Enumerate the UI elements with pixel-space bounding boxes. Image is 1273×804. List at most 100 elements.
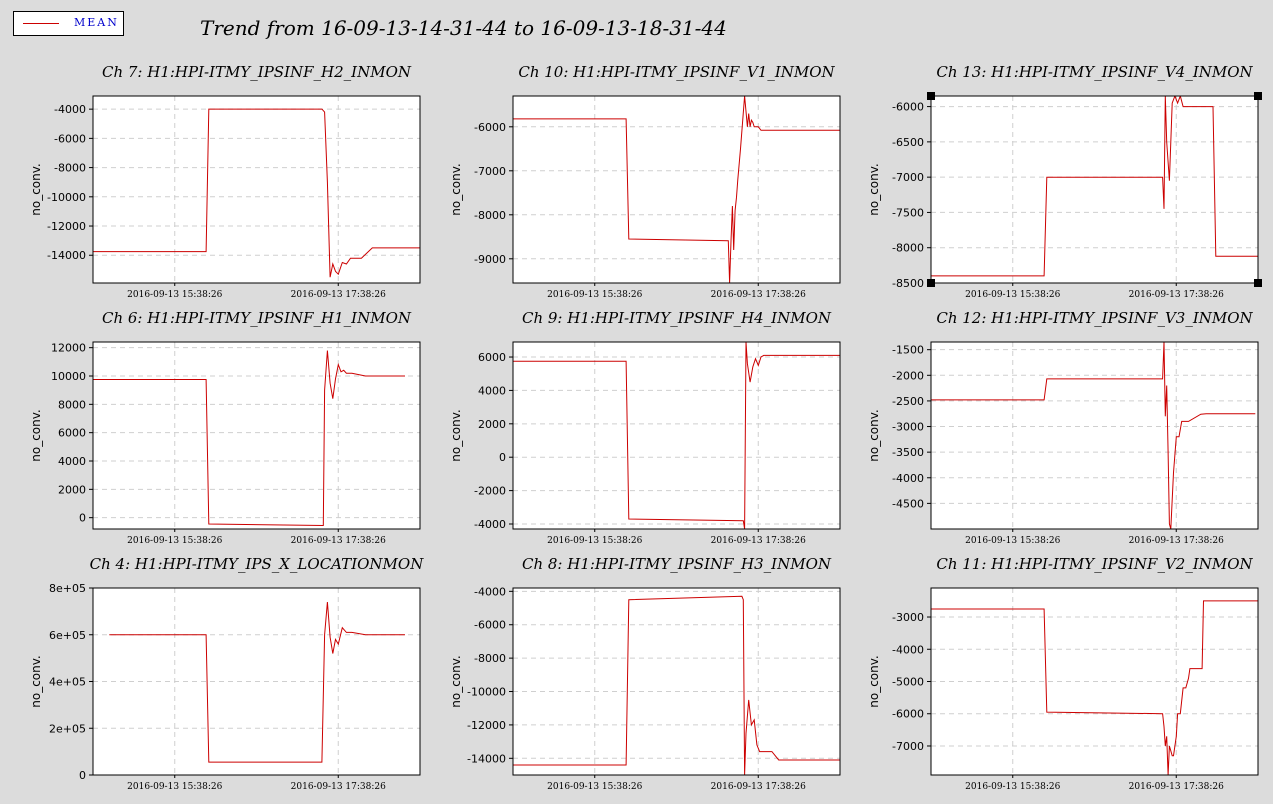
- series-line-mean: [931, 342, 1256, 529]
- y-tick-label: -8500: [892, 277, 924, 290]
- y-tick-label: -3000: [892, 611, 924, 624]
- series-line-mean: [513, 595, 840, 775]
- y-tick-label: -7000: [892, 740, 924, 753]
- y-tick-label: -1500: [892, 344, 924, 357]
- y-tick-label: 0: [79, 512, 86, 525]
- plot-area: [931, 342, 1258, 529]
- y-tick-label: -6500: [892, 136, 924, 149]
- y-axis-label: no_conv.: [867, 163, 881, 215]
- y-tick-label: -6000: [54, 132, 86, 145]
- y-tick-label: -8000: [474, 209, 506, 222]
- x-tick-label: 2016-09-13 15:38:26: [965, 536, 1060, 546]
- chart-panel-4: 12000 10000 8000 6000 4000 2000 0 2016-09-13 15…: [29, 309, 421, 546]
- y-tick-label: -14000: [467, 752, 506, 765]
- y-tick-label: 0: [499, 451, 506, 464]
- y-tick-label: -4000: [54, 103, 86, 116]
- x-tick-label: 2016-09-13 17:38:26: [291, 290, 386, 300]
- selection-handle[interactable]: [927, 92, 935, 100]
- y-tick-label: -4000: [474, 585, 506, 598]
- x-tick-label: 2016-09-13 15:38:26: [547, 782, 642, 792]
- y-tick-label: -8000: [474, 652, 506, 665]
- chart-title: Ch 11: H1:HPI-ITMY_IPSINF_V2_INMON: [936, 555, 1253, 573]
- chart-title: Ch 7: H1:HPI-ITMY_IPSINF_H2_INMON: [102, 63, 412, 81]
- y-tick-label: 8000: [58, 398, 86, 411]
- y-tick-label: -12000: [467, 719, 506, 732]
- y-tick-label: -9000: [474, 253, 506, 266]
- legend: MEAN: [13, 11, 124, 36]
- x-tick-label: 2016-09-13 15:38:26: [965, 290, 1060, 300]
- y-axis-label: no_conv.: [449, 655, 463, 707]
- y-tick-label: -2000: [892, 369, 924, 382]
- y-tick-label: -2000: [474, 485, 506, 498]
- y-tick-label: 2000: [478, 418, 506, 431]
- series-line-mean: [931, 96, 1258, 277]
- y-tick-label: -4000: [892, 472, 924, 485]
- plot-frame: [512, 587, 841, 776]
- series-line-mean: [93, 350, 405, 527]
- y-tick-label: 10000: [51, 370, 86, 383]
- selection-handle[interactable]: [1254, 279, 1262, 287]
- y-tick-label: 4000: [58, 455, 86, 468]
- plot-area: [93, 342, 420, 529]
- y-tick-label: 2e+05: [49, 722, 86, 735]
- chart-title: Ch 10: H1:HPI-ITMY_IPSINF_V1_INMON: [518, 63, 835, 81]
- x-tick-label: 2016-09-13 17:38:26: [711, 536, 806, 546]
- x-tick-label: 2016-09-13 17:38:26: [1129, 536, 1224, 546]
- y-tick-label: -3000: [892, 421, 924, 434]
- y-tick-label: -6000: [892, 708, 924, 721]
- y-axis-label: no_conv.: [867, 409, 881, 461]
- legend-line-swatch: [23, 23, 59, 24]
- y-tick-label: 6000: [478, 351, 506, 364]
- x-tick-label: 2016-09-13 15:38:26: [547, 290, 642, 300]
- series-line-mean: [93, 108, 420, 278]
- y-tick-label: -4500: [892, 497, 924, 510]
- x-tick-label: 2016-09-13 15:38:26: [127, 536, 222, 546]
- plot-frame: [512, 95, 841, 284]
- y-tick-label: -10000: [467, 686, 506, 699]
- plot-area: [513, 588, 840, 775]
- y-axis-label: no_conv.: [29, 655, 43, 707]
- y-tick-label: -10000: [47, 191, 86, 204]
- x-tick-label: 2016-09-13 15:38:26: [547, 536, 642, 546]
- y-tick-label: -6000: [474, 121, 506, 134]
- chart-title: Ch 8: H1:HPI-ITMY_IPSINF_H3_INMON: [522, 555, 832, 573]
- chart-panel-2: -6000 -7000 -8000 -9000 2016-09-13 15:38:26 2…: [449, 63, 841, 300]
- y-tick-label: -7000: [474, 165, 506, 178]
- chart-title: Ch 12: H1:HPI-ITMY_IPSINF_V3_INMON: [936, 309, 1253, 327]
- y-tick-label: -8000: [892, 242, 924, 255]
- y-axis-label: no_conv.: [449, 409, 463, 461]
- plot-frame: [92, 341, 421, 530]
- chart-panel-6: -1500 -2000 -2500 -3000 -3500 -4000 -4500 2016-…: [867, 309, 1259, 546]
- y-tick-label: -14000: [47, 249, 86, 262]
- y-tick-label: -6000: [892, 101, 924, 114]
- plot-area: [513, 342, 840, 529]
- plot-frame: [930, 95, 1259, 284]
- selection-handle[interactable]: [927, 279, 935, 287]
- x-tick-label: 2016-09-13 17:38:26: [711, 290, 806, 300]
- series-line-mean: [513, 96, 840, 283]
- x-tick-label: 2016-09-13 17:38:26: [1129, 290, 1224, 300]
- y-tick-label: 2000: [58, 483, 86, 496]
- y-tick-label: -2500: [892, 395, 924, 408]
- series-line-mean: [931, 600, 1258, 775]
- series-line-mean: [109, 601, 405, 763]
- y-tick-label: -7500: [892, 206, 924, 219]
- series-line-mean: [513, 342, 840, 529]
- x-tick-label: 2016-09-13 15:38:26: [127, 290, 222, 300]
- y-tick-label: -5000: [892, 676, 924, 689]
- selection-handle[interactable]: [1254, 92, 1262, 100]
- chart-panel-1: -4000 -6000 -8000 -10000 -12000 -14000 2016-09…: [29, 63, 421, 300]
- y-tick-label: 4e+05: [49, 676, 86, 689]
- chart-title: Ch 9: H1:HPI-ITMY_IPSINF_H4_INMON: [522, 309, 832, 327]
- chart-title: Ch 6: H1:HPI-ITMY_IPSINF_H1_INMON: [102, 309, 412, 327]
- y-tick-label: 4000: [478, 384, 506, 397]
- y-tick-label: -4000: [474, 518, 506, 531]
- chart-panel-3: -6000 -6500 -7000 -7500 -8000 -8500 2016-09-13…: [867, 63, 1262, 300]
- plot-area: [931, 96, 1258, 283]
- x-tick-label: 2016-09-13 17:38:26: [711, 782, 806, 792]
- x-tick-label: 2016-09-13 15:38:26: [127, 782, 222, 792]
- chart-title: Ch 13: H1:HPI-ITMY_IPSINF_V4_INMON: [936, 63, 1253, 81]
- y-tick-label: -4000: [892, 643, 924, 656]
- x-tick-label: 2016-09-13 17:38:26: [1129, 782, 1224, 792]
